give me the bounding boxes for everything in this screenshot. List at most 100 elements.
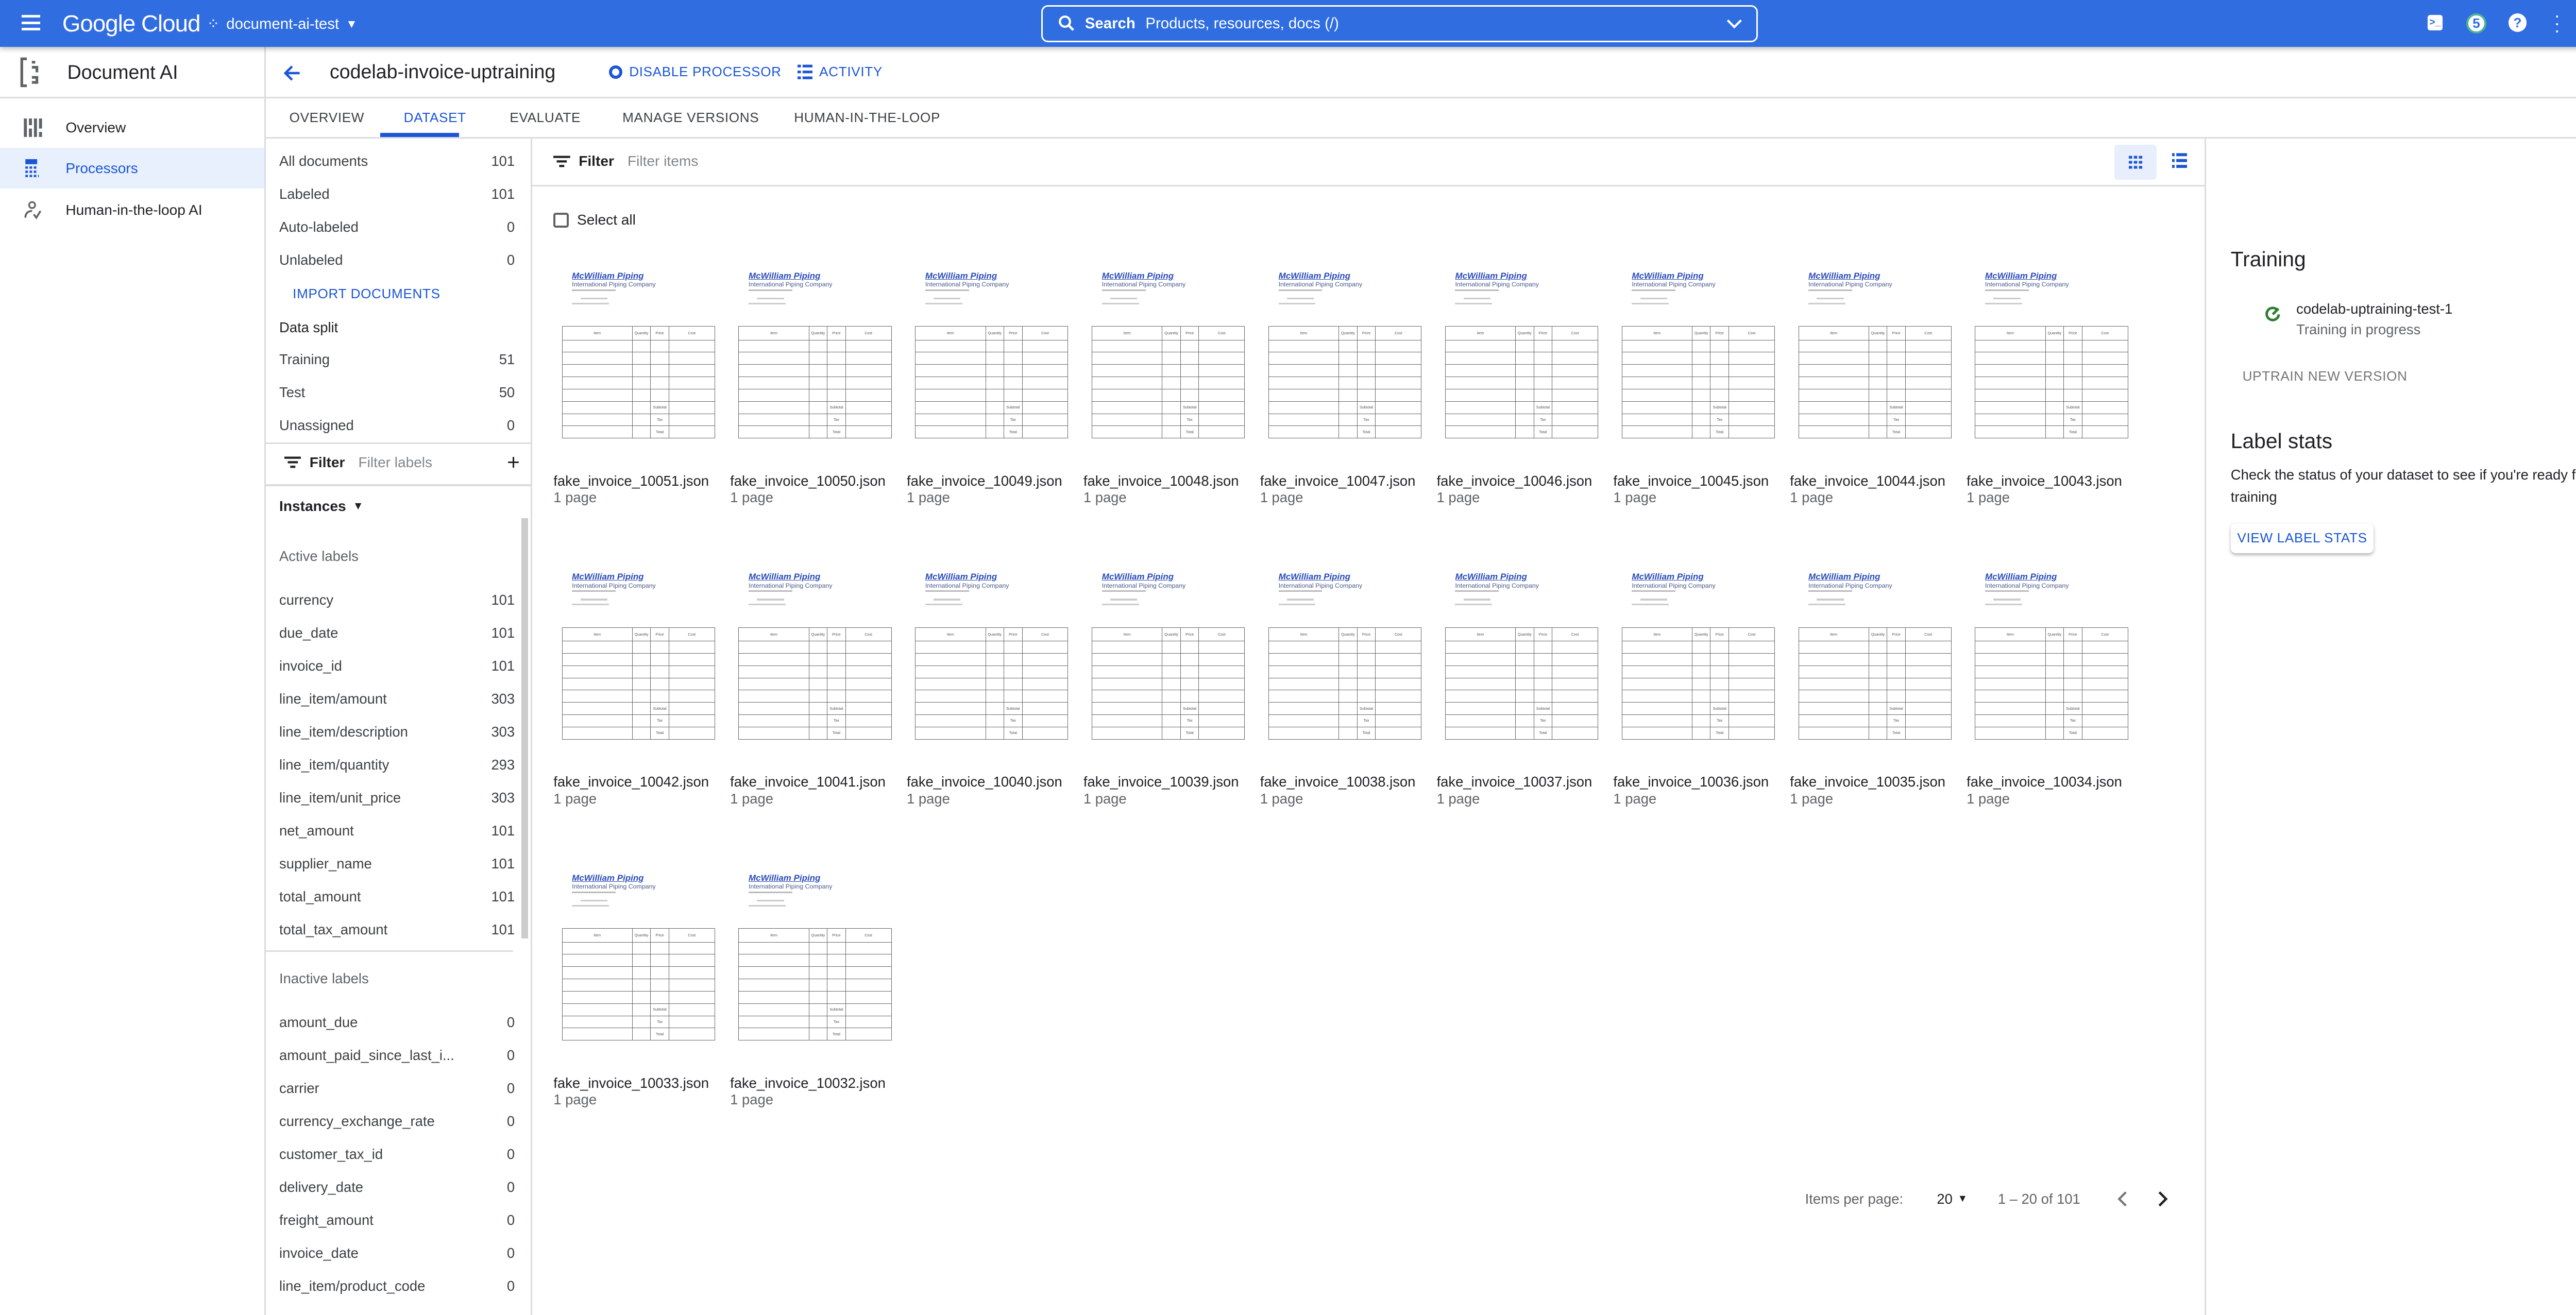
active-label-row[interactable]: total_tax_amount 101 (279, 921, 515, 938)
document-thumbnail[interactable]: McWilliam Piping International Piping Com… (560, 863, 715, 1051)
filter-items-input[interactable]: Filter items (627, 153, 699, 169)
items-filter[interactable]: Filter Filter items (553, 153, 698, 169)
active-label-row[interactable]: line_item/quantity 293 (279, 757, 515, 773)
active-label-row[interactable]: line_item/unit_price 303 (279, 790, 515, 806)
more-options-icon[interactable]: · · · (2554, 4, 2561, 41)
inactive-label-row[interactable]: freight_amount 0 (279, 1212, 515, 1228)
data-split-row[interactable]: Unassigned 0 (279, 417, 515, 434)
active-label-row[interactable]: line_item/description 303 (279, 724, 515, 740)
next-page-icon[interactable] (2158, 1191, 2168, 1207)
document-name[interactable]: fake_invoice_10034.json (1967, 774, 2122, 790)
document-thumbnail[interactable]: McWilliam Piping International Piping Com… (1266, 561, 1422, 750)
disable-processor-button[interactable]: DISABLE PROCESSOR (609, 64, 782, 80)
document-thumbnail[interactable]: McWilliam Piping International Piping Com… (913, 561, 1069, 750)
help-icon[interactable]: ? (2508, 13, 2527, 32)
search-input[interactable]: Search Products, resources, docs (/) (1041, 5, 1758, 42)
previous-page-icon[interactable] (2117, 1191, 2128, 1207)
uptrain-new-version-button[interactable]: UPTRAIN NEW VERSION (2242, 368, 2408, 384)
document-thumbnail[interactable]: McWilliam Piping International Piping Com… (1443, 261, 1599, 449)
data-split-row[interactable]: Training 51 (279, 351, 515, 368)
inactive-label-row[interactable]: amount_paid_since_last_i... 0 (279, 1047, 515, 1064)
label-filter[interactable]: Filter Filter labels + (284, 451, 520, 473)
cloud-shell-icon[interactable]: >_ (2427, 15, 2443, 30)
active-label-row[interactable]: supplier_name 101 (279, 856, 515, 872)
document-thumbnail[interactable]: McWilliam Piping International Piping Com… (1797, 261, 1952, 449)
document-thumbnail[interactable]: McWilliam Piping International Piping Com… (1443, 561, 1599, 750)
google-cloud-logo[interactable]: Google Cloud (62, 10, 201, 37)
document-filter-row[interactable]: Labeled 101 (279, 186, 515, 202)
document-thumbnail[interactable]: McWilliam Piping International Piping Com… (1090, 561, 1245, 750)
menu-icon[interactable] (22, 15, 41, 30)
inactive-label-row[interactable]: amount_due 0 (279, 1014, 515, 1031)
document-thumbnail[interactable]: McWilliam Piping International Piping Com… (737, 261, 892, 449)
activity-button[interactable]: ACTIVITY (797, 64, 883, 80)
document-thumbnail[interactable]: McWilliam Piping International Piping Com… (1973, 561, 2128, 750)
document-name[interactable]: fake_invoice_10040.json (906, 774, 1062, 790)
document-name[interactable]: fake_invoice_10036.json (1613, 774, 1769, 790)
tab-dataset[interactable]: DATASET (403, 110, 466, 126)
sidebar-item-processors[interactable]: Processors (0, 148, 264, 189)
document-thumbnail[interactable]: McWilliam Piping International Piping Com… (560, 261, 715, 449)
document-thumbnail[interactable]: McWilliam Piping International Piping Com… (560, 561, 715, 750)
document-name[interactable]: fake_invoice_10045.json (1613, 472, 1769, 489)
document-thumbnail[interactable]: McWilliam Piping International Piping Com… (913, 261, 1069, 449)
list-view-icon[interactable] (2172, 153, 2187, 168)
document-name[interactable]: fake_invoice_10044.json (1790, 472, 1945, 489)
data-split-row[interactable]: Test 50 (279, 384, 515, 401)
grid-view-toggle[interactable] (2114, 144, 2157, 180)
filter-labels-input[interactable]: Filter labels (358, 454, 433, 470)
document-thumbnail[interactable]: McWilliam Piping International Piping Com… (1266, 261, 1422, 449)
document-name[interactable]: fake_invoice_10043.json (1967, 472, 2122, 489)
tab-evaluate[interactable]: EVALUATE (510, 110, 581, 126)
active-label-row[interactable]: line_item/amount 303 (279, 691, 515, 707)
document-name[interactable]: fake_invoice_10046.json (1436, 472, 1592, 489)
inactive-label-row[interactable]: line_item/product_code 0 (279, 1278, 515, 1294)
notifications-badge[interactable]: 5 (2466, 13, 2487, 34)
active-label-row[interactable]: due_date 101 (279, 625, 515, 641)
document-name[interactable]: fake_invoice_10047.json (1260, 472, 1416, 489)
document-name[interactable]: fake_invoice_10050.json (730, 472, 886, 489)
tab-human-in-the-loop[interactable]: HUMAN-IN-THE-LOOP (794, 110, 941, 126)
document-name[interactable]: fake_invoice_10037.json (1436, 774, 1592, 790)
view-label-stats-button[interactable]: VIEW LABEL STATS (2231, 523, 2374, 554)
document-name[interactable]: fake_invoice_10042.json (553, 774, 709, 790)
document-thumbnail[interactable]: McWilliam Piping International Piping Com… (1973, 261, 2128, 449)
items-per-page-select[interactable]: 20 ▼ (1937, 1191, 1968, 1207)
document-filter-row[interactable]: Unlabeled 0 (279, 252, 515, 268)
back-arrow-icon[interactable] (283, 64, 301, 82)
sidebar-item-overview[interactable]: Overview (0, 108, 264, 148)
active-label-row[interactable]: total_amount 101 (279, 889, 515, 905)
document-name[interactable]: fake_invoice_10051.json (553, 472, 709, 489)
inactive-label-row[interactable]: carrier 0 (279, 1080, 515, 1097)
document-thumbnail[interactable]: McWilliam Piping International Piping Com… (1090, 261, 1245, 449)
active-label-row[interactable]: currency 101 (279, 592, 515, 608)
tab-manage-versions[interactable]: MANAGE VERSIONS (622, 110, 759, 126)
document-thumbnail[interactable]: McWilliam Piping International Piping Com… (737, 561, 892, 750)
document-name[interactable]: fake_invoice_10049.json (906, 472, 1062, 489)
document-name[interactable]: fake_invoice_10032.json (730, 1074, 886, 1091)
checkbox[interactable] (553, 212, 569, 228)
inactive-label-row[interactable]: delivery_date 0 (279, 1179, 515, 1196)
document-thumbnail[interactable]: McWilliam Piping International Piping Com… (1797, 561, 1952, 750)
document-name[interactable]: fake_invoice_10035.json (1790, 774, 1945, 790)
document-thumbnail[interactable]: McWilliam Piping International Piping Com… (1620, 261, 1775, 449)
active-label-row[interactable]: net_amount 101 (279, 823, 515, 839)
active-label-row[interactable]: invoice_id 101 (279, 658, 515, 674)
select-all-checkbox[interactable]: Select all (553, 212, 636, 228)
document-filter-row[interactable]: All documents 101 (279, 153, 515, 169)
document-thumbnail[interactable]: McWilliam Piping International Piping Com… (737, 863, 892, 1051)
label-list-scrollbar[interactable] (521, 518, 529, 939)
inactive-label-row[interactable]: currency_exchange_rate 0 (279, 1113, 515, 1130)
import-documents-button[interactable]: IMPORT DOCUMENTS (293, 286, 440, 302)
document-name[interactable]: fake_invoice_10041.json (730, 774, 886, 790)
tab-overview[interactable]: OVERVIEW (289, 110, 365, 126)
project-selector[interactable]: ⁘ document-ai-test ▼ (207, 15, 358, 33)
document-filter-row[interactable]: Auto-labeled 0 (279, 219, 515, 235)
document-name[interactable]: fake_invoice_10039.json (1083, 774, 1239, 790)
inactive-label-row[interactable]: invoice_date 0 (279, 1245, 515, 1261)
document-name[interactable]: fake_invoice_10033.json (553, 1074, 709, 1091)
inactive-label-row[interactable]: customer_tax_id 0 (279, 1146, 515, 1163)
document-thumbnail[interactable]: McWilliam Piping International Piping Com… (1620, 561, 1775, 750)
sidebar-item-human-in-the-loop[interactable]: Human-in-the-loop AI (0, 190, 264, 230)
instances-dropdown[interactable]: Instances ▼ (279, 498, 364, 515)
